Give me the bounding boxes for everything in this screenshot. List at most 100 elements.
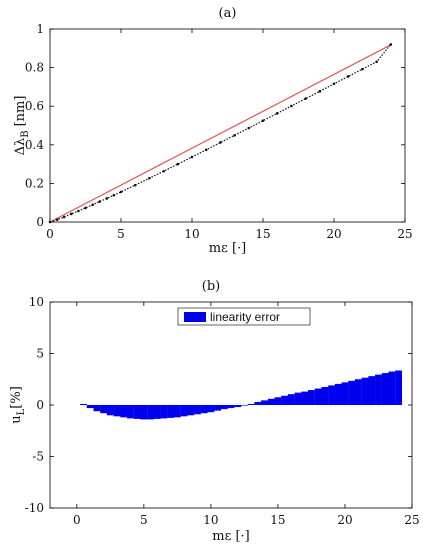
data-point: [275, 112, 279, 115]
panel-a-title: (a): [219, 6, 237, 21]
error-bar: [133, 405, 141, 419]
error-bar: [194, 405, 201, 415]
data-point: [105, 197, 109, 200]
y-tick-label: 1: [36, 22, 44, 36]
error-bar: [261, 400, 268, 405]
error-bar: [187, 405, 195, 416]
data-point: [233, 134, 236, 137]
panel-a-plot-frame: [49, 28, 406, 223]
x-tick-label: 5: [117, 227, 125, 241]
error-bar: [388, 371, 396, 405]
error-bar: [354, 379, 362, 405]
legend-swatch: [184, 312, 206, 322]
data-point: [332, 82, 336, 86]
error-bar: [173, 405, 181, 418]
panel-b-legend: linearity error: [177, 307, 311, 326]
data-point: [346, 75, 350, 78]
data-point: [361, 67, 364, 71]
error-bar: [80, 403, 87, 405]
panel-b-y-ticks: -10 -5 0 5 10: [25, 295, 412, 515]
error-bar: [160, 405, 168, 419]
error-bar: [274, 397, 282, 405]
error-bar: [341, 382, 349, 405]
panel-b-x-axis-label: mε [·]: [212, 529, 249, 544]
error-bar: [348, 380, 356, 405]
y-tick-label: 0: [36, 215, 44, 229]
data-point: [304, 97, 307, 100]
data-point: [77, 209, 80, 213]
data-point: [70, 212, 73, 216]
panel-b-y-axis-label-main: u: [9, 415, 24, 423]
panel-a-y-axis-label-main: Δλ: [13, 138, 28, 156]
y-tick-label: -10: [25, 501, 44, 515]
data-point: [290, 104, 293, 108]
error-bar: [375, 374, 382, 405]
error-bar: [167, 405, 175, 418]
error-bar: [294, 392, 302, 405]
data-point: [162, 169, 165, 173]
panel-a-x-axis-label: mε [·]: [209, 241, 246, 256]
data-point: [133, 183, 137, 187]
error-bar: [147, 405, 154, 420]
data-point: [84, 206, 87, 210]
data-point: [375, 60, 378, 64]
data-point: [176, 162, 180, 166]
error-bar: [301, 391, 309, 405]
panel-a-series: [48, 43, 393, 224]
error-bar: [254, 401, 262, 405]
data-point: [204, 148, 208, 152]
data-point: [112, 193, 116, 197]
error-bar: [214, 405, 222, 411]
y-tick-label: 0.6: [25, 99, 44, 113]
x-tick-label: 0: [73, 513, 81, 527]
panel-a-y-axis-label-sub: B: [20, 130, 31, 137]
panel-b-y-axis-label-sub: L: [16, 408, 27, 415]
error-bar: [368, 376, 376, 405]
x-tick-label: 10: [203, 513, 218, 527]
panel-b-y-axis-label: uL[%]: [9, 386, 27, 424]
error-bar: [334, 383, 342, 405]
error-bar: [395, 370, 403, 405]
data-point: [62, 215, 66, 219]
data-point: [98, 200, 101, 203]
error-bar: [227, 405, 235, 409]
panel-a-x-ticks: 0 5 10 15 20 25: [46, 29, 413, 241]
data-point: [48, 220, 52, 224]
data-point: [247, 126, 251, 130]
legend-box: [177, 307, 311, 326]
panel-a-y-axis-label-unit: [nm]: [13, 96, 28, 127]
panel-b-bars: [80, 370, 403, 420]
data-point: [318, 90, 322, 93]
panel-a-y-ticks: 0 0.2 0.4 0.6 0.8 1: [25, 22, 405, 229]
x-tick-label: 25: [397, 227, 412, 241]
data-point: [261, 119, 265, 122]
data-point: [190, 155, 194, 159]
error-bar: [381, 373, 389, 405]
error-bar: [180, 405, 188, 417]
x-tick-label: 15: [255, 227, 270, 241]
y-tick-label: 0.8: [25, 61, 44, 75]
error-bar: [86, 405, 94, 409]
error-bar: [314, 388, 322, 405]
x-tick-label: 20: [337, 513, 352, 527]
x-tick-label: 10: [184, 227, 199, 241]
x-tick-label: 5: [140, 513, 148, 527]
error-bar: [281, 395, 289, 405]
x-tick-label: 0: [46, 227, 54, 241]
y-tick-label: 0.4: [25, 138, 44, 152]
y-tick-label: 5: [36, 347, 44, 361]
y-tick-label: 0.2: [25, 176, 44, 190]
data-point: [55, 218, 59, 221]
data-point: [389, 43, 393, 46]
error-bar: [267, 398, 275, 405]
panel-b-x-ticks: 0 5 10 15 20 25: [73, 302, 420, 527]
error-bar: [247, 403, 255, 405]
panel-b-title: (b): [202, 279, 220, 294]
data-point: [119, 190, 123, 194]
error-bar: [321, 386, 329, 405]
error-bar: [113, 405, 121, 417]
x-tick-label: 15: [270, 513, 285, 527]
error-bar: [140, 405, 148, 420]
fit-line: [49, 44, 392, 223]
